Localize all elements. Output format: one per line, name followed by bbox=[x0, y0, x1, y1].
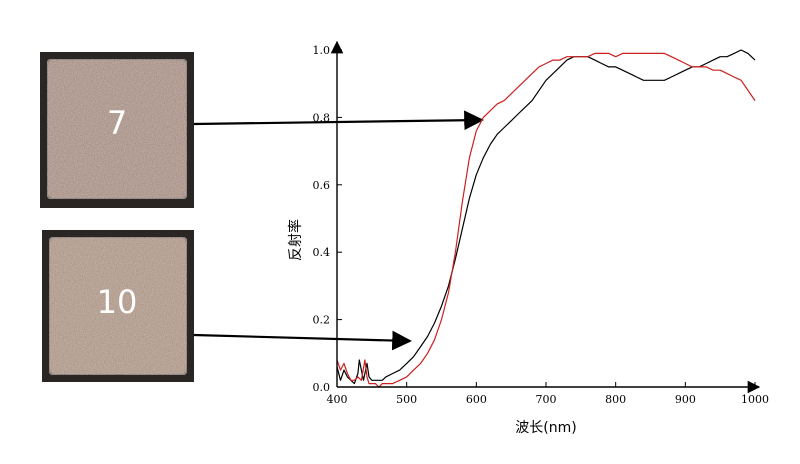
y-tick-label-4: 0.8 bbox=[313, 111, 331, 124]
sample-swatch-7 bbox=[46, 58, 188, 200]
series-line-1 bbox=[336, 52, 756, 388]
reflectance-chart: 400 500 600 700 800 900 1000 0.0 0.2 0.4 0.6 0.8 1.0… bbox=[287, 40, 770, 436]
x-tick-label-1: 500 bbox=[396, 393, 417, 406]
x-tick-label-2: 600 bbox=[466, 393, 487, 406]
x-tick-label-3: 700 bbox=[536, 393, 557, 406]
sample-photo-10: 10 bbox=[42, 230, 194, 382]
axes-layer bbox=[330, 40, 761, 394]
y-tick-label-1: 0.2 bbox=[313, 314, 331, 327]
x-tick-label-4: 800 bbox=[605, 393, 626, 406]
sample-photo-7: 7 bbox=[40, 52, 194, 208]
x-axis-title: 波长(nm) bbox=[515, 420, 576, 436]
x-tick-label-5: 900 bbox=[675, 393, 696, 406]
sample-label-10: 10 bbox=[97, 283, 138, 321]
sample-swatch-10 bbox=[48, 236, 188, 376]
y-tick-label-2: 0.4 bbox=[313, 246, 331, 259]
y-tick-label-3: 0.6 bbox=[313, 179, 331, 192]
series-layer bbox=[336, 49, 756, 388]
x-tick-label-6: 1000 bbox=[741, 393, 769, 406]
arrow-sample-7 bbox=[193, 110, 484, 131]
y-tick-label-0: 0.0 bbox=[313, 381, 331, 394]
x-tick-label-0: 400 bbox=[327, 393, 348, 406]
arrow-sample-10 bbox=[193, 330, 412, 351]
y-axis-title: 反射率 bbox=[287, 219, 304, 261]
ticks-layer: 400 500 600 700 800 900 1000 0.0 0.2 0.4 0.6 0.8 1.0 bbox=[313, 44, 770, 406]
y-tick-label-5: 1.0 bbox=[313, 44, 331, 57]
series-line-0 bbox=[336, 49, 756, 385]
sample-label-7: 7 bbox=[107, 104, 127, 142]
